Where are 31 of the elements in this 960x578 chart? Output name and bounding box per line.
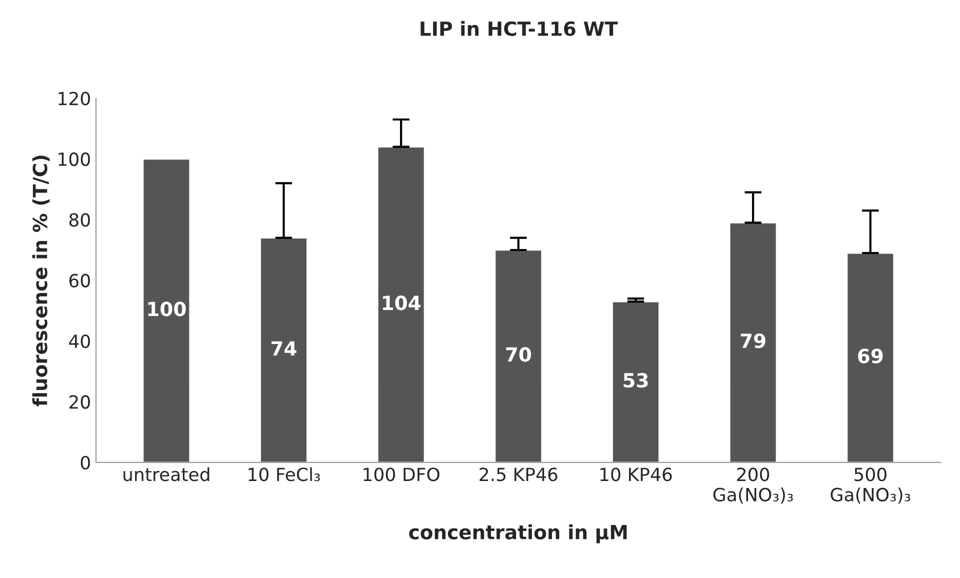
- data-label: 74: [272, 341, 296, 356]
- x-axis-title: concentration in µM: [409, 524, 627, 544]
- bar: [846, 252, 895, 462]
- data-label: 79: [740, 333, 766, 348]
- x-tick-label: 500 Ga(NO₃)₃: [830, 468, 910, 504]
- chart-title: LIP in HCT-116 WT: [420, 20, 618, 36]
- bar: [142, 158, 191, 462]
- y-axis-title: fluorescence in % (T/C): [32, 156, 50, 406]
- x-tick-label: 100 DFO: [364, 468, 440, 482]
- y-tick-label: 60: [69, 274, 90, 288]
- y-tick-label: 80: [69, 213, 90, 227]
- y-tick-label: 100: [58, 152, 90, 166]
- bar: [494, 249, 543, 462]
- data-label: 70: [506, 347, 531, 362]
- x-tick-label: 10 FeCl₃: [248, 467, 320, 482]
- data-label: 69: [858, 348, 883, 364]
- bar: [612, 300, 660, 462]
- y-tick-label: 40: [69, 334, 90, 348]
- x-tick-label: 200 Ga(NO₃)₃: [713, 468, 793, 504]
- bar: [728, 222, 778, 462]
- bar: [376, 146, 426, 462]
- y-tick-label: 0: [80, 456, 90, 470]
- x-tick-label: 2.5 KP46: [480, 468, 558, 482]
- data-label: 104: [382, 296, 420, 310]
- data-label: 100: [148, 302, 186, 316]
- data-label: 53: [624, 372, 648, 388]
- y-tick-label: 120: [58, 92, 90, 106]
- x-tick-label: 10 KP46: [600, 468, 672, 482]
- bar: [260, 237, 308, 462]
- x-tick-label: untreated: [124, 467, 210, 482]
- y-tick-label: 20: [69, 395, 90, 409]
